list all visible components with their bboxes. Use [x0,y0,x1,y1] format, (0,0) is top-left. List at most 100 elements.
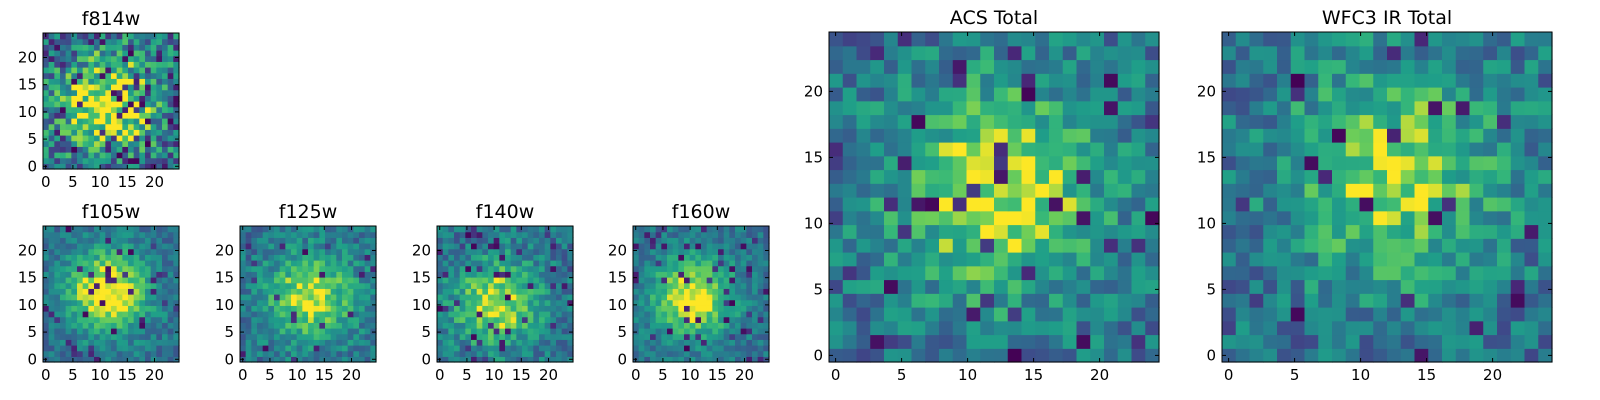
heatmap-cell [994,197,1009,212]
heatmap-cell [1235,169,1251,184]
heatmap-cell [99,288,106,295]
heatmap-cell [437,243,444,250]
heatmap-cell [746,339,753,346]
heatmap-cell [561,231,568,238]
heatmap-cell [1373,265,1388,281]
heatmap-cell [684,277,691,284]
heatmap-cell [856,128,871,143]
heatmap-cell [556,260,563,267]
heatmap-cell [285,243,292,250]
heatmap-cell [308,350,315,357]
heatmap-cell [706,243,713,250]
heatmap-cell [667,254,674,261]
heatmap-cell [162,67,169,74]
heatmap-cell [54,129,61,136]
heatmap-cell [638,333,645,340]
heatmap-cell [167,350,174,357]
heatmap-cell [1021,169,1036,184]
heatmap-cell [448,254,455,261]
heatmap-cell [884,197,899,212]
heatmap-cell [71,33,78,40]
heatmap-cell [139,299,146,306]
heatmap-cell [712,243,719,250]
heatmap-cell [330,282,337,289]
heatmap-cell [1104,210,1119,226]
heatmap-cell [829,45,844,61]
heatmap-cell [638,254,645,261]
heatmap-cell [71,254,78,261]
heatmap-cell [757,350,764,357]
heatmap-cell [1145,128,1160,143]
heatmap-cell [980,238,995,253]
heatmap-cell [729,356,736,363]
axes-frame [632,225,770,363]
heatmap-cell [308,316,315,323]
heatmap-cell [77,356,84,363]
heatmap-cell [544,226,551,233]
heatmap-cell [133,333,140,340]
heatmap-cell [735,328,742,335]
heatmap-cell [689,328,696,335]
heatmap-cell [133,33,140,40]
heatmap-cell [856,169,871,184]
heatmap-cell [319,277,326,284]
heatmap-cell [1455,32,1471,47]
heatmap-cell [48,339,55,346]
heatmap-cell [1249,197,1264,212]
heatmap-cell [544,339,551,346]
heatmap-cell [1428,293,1443,308]
heatmap-cell [701,282,708,289]
heatmap-cell [1007,252,1023,267]
heatmap-cell [139,38,146,45]
heatmap-cell [718,356,725,363]
heatmap-cell [48,140,55,147]
heatmap-cell [319,282,326,289]
heatmap-cell [454,299,461,306]
heatmap-cell [116,328,123,335]
heatmap-cell [522,305,529,312]
heatmap-cell [139,72,146,79]
heatmap-cell [522,339,529,346]
heatmap-cell [245,265,252,272]
heatmap-cell [60,163,67,170]
heatmap-cell [60,55,67,62]
heatmap-cell [493,288,500,295]
heatmap-cell [493,350,500,357]
heatmap-cell [1345,293,1361,308]
heatmap-cell [330,305,337,312]
heatmap-cell [1373,320,1388,336]
heatmap-cell [302,311,309,318]
heatmap-cell [1131,128,1146,143]
heatmap-cell [550,299,557,306]
heatmap-cell [111,254,118,261]
heatmap-cell [650,243,657,250]
heatmap-cell [162,152,169,159]
heatmap-cell [476,237,483,244]
heatmap-cell [111,345,118,352]
heatmap-cell [105,118,112,125]
heatmap-cell [77,265,84,272]
heatmap-cell [1263,183,1278,198]
x-tick-label: 15 [118,366,137,384]
heatmap-cell [556,333,563,340]
heatmap-cell [1400,32,1416,47]
heatmap-cell [684,231,691,238]
heatmap-cell [77,101,84,108]
heatmap-cell [522,226,529,233]
heatmap-cell [454,237,461,244]
heatmap-cell [829,320,844,336]
heatmap-cell [650,299,657,306]
heatmap-cell [723,288,730,295]
heatmap-cell [325,277,332,284]
heatmap-cell [245,254,252,261]
heatmap-cell [746,260,753,267]
heatmap-cell [476,322,483,329]
heatmap-cell [1497,87,1512,102]
heatmap-cell [330,237,337,244]
heatmap-cell [522,333,529,340]
heatmap-cell [1104,334,1119,349]
heatmap-cell [437,237,444,244]
heatmap-cell [644,288,651,295]
heatmap-cell [173,72,180,79]
heatmap-cell [43,333,50,340]
